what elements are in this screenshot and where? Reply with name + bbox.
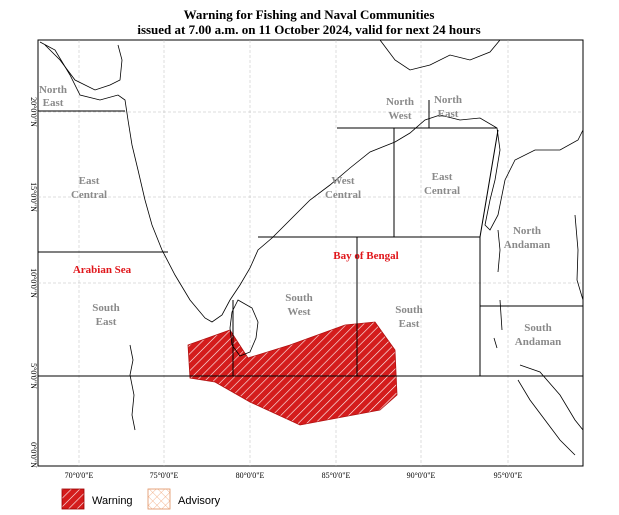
region-label: East xyxy=(432,171,453,183)
region-label: South xyxy=(92,302,120,314)
legend-label: Warning xyxy=(92,495,133,507)
region-label: East xyxy=(43,97,64,109)
legend-swatch xyxy=(147,488,171,510)
region-label: North xyxy=(513,225,541,237)
region-label: East xyxy=(399,318,420,330)
region-label: Andaman xyxy=(515,336,561,348)
lat-tick-label: 20°0'0"N xyxy=(29,97,38,127)
region-label: South xyxy=(524,322,552,334)
region-label: South xyxy=(395,304,423,316)
region-label: West xyxy=(388,110,412,122)
region-label: North xyxy=(39,84,67,96)
region-label: South xyxy=(285,292,313,304)
lon-tick-label: 80°0'0"E xyxy=(236,471,265,480)
lon-tick-label: 90°0'0"E xyxy=(407,471,436,480)
region-label: Central xyxy=(325,189,361,201)
lon-tick-label: 75°0'0"E xyxy=(150,471,179,480)
region-label: East xyxy=(79,175,100,187)
region-label: Andaman xyxy=(504,239,550,251)
lat-tick-label: 0°0'0"N xyxy=(29,442,38,468)
legend-swatch xyxy=(61,488,85,510)
sea-label: Bay of Bengal xyxy=(333,250,398,262)
region-label: East xyxy=(96,316,117,328)
sea-label: Arabian Sea xyxy=(73,264,132,276)
lon-tick-label: 70°0'0"E xyxy=(65,471,94,480)
lon-tick-label: 95°0'0"E xyxy=(494,471,523,480)
region-label: Central xyxy=(424,185,460,197)
map: North East North West North East East Ce… xyxy=(37,39,584,467)
lat-tick-label: 5°0'0"N xyxy=(29,363,38,389)
legend-label: Advisory xyxy=(178,495,221,507)
lat-tick-label: 15°0'0"N xyxy=(29,182,38,212)
region-label: West xyxy=(331,175,355,187)
lat-tick-label: 10°0'0"N xyxy=(29,268,38,298)
region-boundaries xyxy=(38,100,583,377)
region-label: North xyxy=(434,94,462,106)
lat-ticks: 20°0'0"N 15°0'0"N 10°0'0"N 5°0'0"N 0°0'0… xyxy=(29,97,38,468)
subtitle: issued at 7.00 a.m. on 11 October 2024, … xyxy=(137,22,480,37)
region-label: North xyxy=(386,96,414,108)
warning-area xyxy=(187,321,398,426)
lon-tick-label: 85°0'0"E xyxy=(322,471,351,480)
lon-ticks: 70°0'0"E 75°0'0"E 80°0'0"E 85°0'0"E 90°0… xyxy=(65,471,523,480)
coastline xyxy=(39,39,584,456)
legend: Warning Advisory xyxy=(61,488,221,510)
region-labels: North East North West North East East Ce… xyxy=(39,84,561,348)
region-label: West xyxy=(287,306,311,318)
region-label: East xyxy=(438,108,459,120)
region-label: Central xyxy=(71,189,107,201)
title: Warning for Fishing and Naval Communitie… xyxy=(184,7,435,22)
